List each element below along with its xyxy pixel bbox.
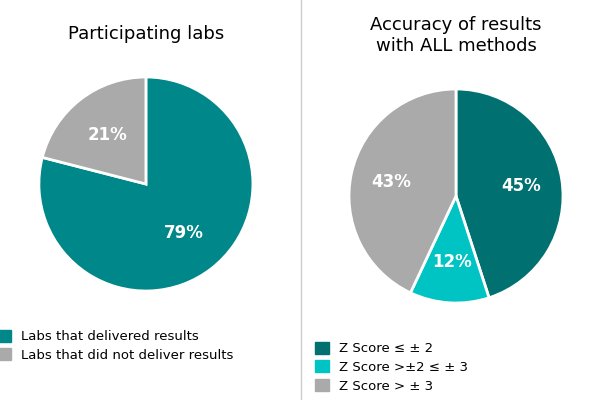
Legend: Labs that delivered results, Labs that did not deliver results: Labs that delivered results, Labs that d… bbox=[0, 330, 233, 362]
Title: Accuracy of results
with ALL methods: Accuracy of results with ALL methods bbox=[370, 16, 542, 55]
Text: 12%: 12% bbox=[432, 253, 472, 271]
Text: 43%: 43% bbox=[371, 172, 411, 190]
Wedge shape bbox=[456, 89, 563, 298]
Text: 21%: 21% bbox=[88, 126, 128, 144]
Wedge shape bbox=[39, 77, 253, 291]
Title: Participating labs: Participating labs bbox=[68, 25, 224, 43]
Text: 45%: 45% bbox=[502, 177, 541, 195]
Text: 79%: 79% bbox=[164, 224, 204, 242]
Wedge shape bbox=[43, 77, 146, 184]
Legend: Z Score ≤ ± 2, Z Score >±2 ≤ ± 3, Z Score > ± 3: Z Score ≤ ± 2, Z Score >±2 ≤ ± 3, Z Scor… bbox=[316, 342, 468, 392]
Wedge shape bbox=[410, 196, 489, 303]
Wedge shape bbox=[349, 89, 456, 293]
